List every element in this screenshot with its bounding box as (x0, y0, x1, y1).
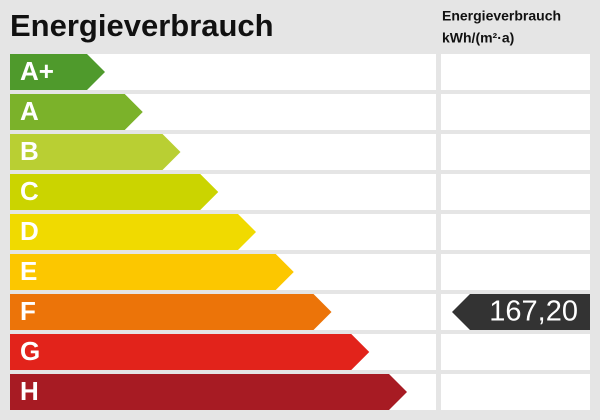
class-arrow (10, 294, 332, 330)
row-right (441, 254, 590, 290)
class-label: B (20, 136, 39, 166)
class-label: A+ (20, 56, 54, 86)
row-right (441, 334, 590, 370)
class-arrow (10, 134, 181, 170)
unit-header: Energieverbrauch (442, 8, 561, 24)
class-label: F (20, 296, 36, 326)
class-arrow (10, 54, 105, 90)
class-arrow (10, 254, 294, 290)
class-arrow (10, 334, 370, 370)
row-right (441, 134, 590, 170)
class-arrow (10, 214, 256, 250)
row-right (441, 54, 590, 90)
class-label: E (20, 256, 37, 286)
class-label: D (20, 216, 39, 246)
class-arrow (10, 174, 219, 210)
value-text: 167,20 (489, 296, 578, 328)
class-label: G (20, 336, 40, 366)
class-label: A (20, 96, 39, 126)
title: Energieverbrauch (10, 8, 274, 43)
class-label: H (20, 376, 39, 406)
row-right (441, 214, 590, 250)
value-marker (452, 294, 590, 330)
class-arrow (10, 374, 407, 410)
row-right (441, 174, 590, 210)
unit-header: kWh/(m²·a) (442, 30, 514, 46)
class-label: C (20, 176, 39, 206)
row-right (441, 374, 590, 410)
class-arrow (10, 94, 143, 130)
row-right (441, 94, 590, 130)
